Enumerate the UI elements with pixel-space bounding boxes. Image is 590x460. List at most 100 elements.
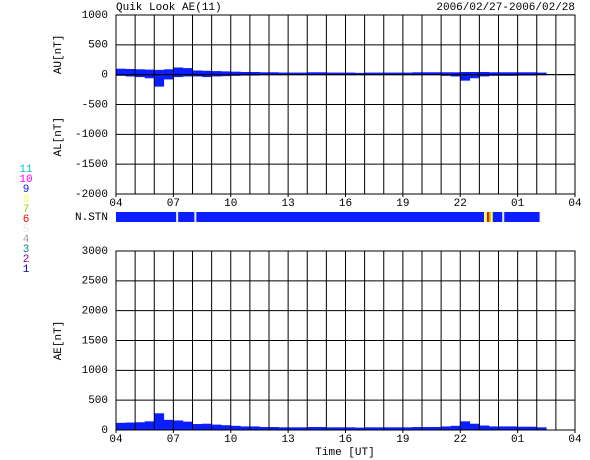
area-bar [517,72,528,75]
area-bar [135,69,145,75]
y-tick-label: 2500 [82,276,108,288]
area-bar [450,74,461,77]
area-bar [211,71,222,75]
legend-entry: 5 [23,224,30,236]
area-bar [297,72,308,75]
area-bar [364,427,375,430]
area-bar [249,71,260,75]
area-bar [144,74,155,79]
area-bar [422,72,432,75]
y-tick-label: 500 [88,395,108,407]
area-bar [335,427,346,430]
legend-entry: 2 [23,254,30,266]
x-tick-label: 10 [224,434,237,446]
area-bar [479,425,490,430]
area-bar [202,74,212,78]
area-bar [402,427,413,430]
area-bar [527,426,538,430]
y-tick-label: -1000 [75,129,108,141]
y-tick-label: 0 [101,425,108,437]
x-tick-label: 04 [568,198,582,210]
legend-entry: 4 [23,234,30,246]
area-bar [173,74,184,78]
area-bar [125,422,136,430]
area-bar [402,72,413,75]
area-bar [488,426,499,430]
legend-entry: 7 [23,204,30,216]
x-tick-label: 10 [224,198,237,210]
area-bar [297,427,308,430]
area-bar [116,422,126,430]
area-bar [163,419,174,430]
area-bar [469,71,480,75]
area-bar [374,72,385,75]
area-bar [154,69,165,75]
area-bar [211,424,222,430]
area-bar [393,72,404,75]
area-bar [441,74,451,76]
x-tick-label: 19 [396,198,409,210]
y-tick-label: 3000 [82,246,108,258]
x-tick-label: 01 [511,434,525,446]
x-tick-label: 16 [339,198,352,210]
area-bar [163,74,174,80]
x-tick-label: 22 [454,434,467,446]
area-bar [412,72,423,75]
area-bar [479,74,490,77]
area-bar [288,72,298,75]
area-bar [422,427,432,430]
legend-entry: 8 [23,194,30,206]
area-bar [269,427,279,430]
area-bar [173,67,184,75]
area-bar [355,72,365,75]
station-segment [487,212,489,222]
x-tick-label: 04 [109,198,123,210]
station-segment [504,212,540,222]
y-tick-label: 0 [101,70,108,82]
area-bar [335,72,346,75]
area-bar [192,424,203,430]
area-bar [460,71,471,75]
area-bar [192,74,203,77]
area-bar [173,420,184,430]
area-bar [508,74,518,76]
x-axis-label: Time [UT] [315,447,374,459]
x-tick-label: 01 [511,198,525,210]
area-bar [230,71,241,75]
area-bar [498,72,509,75]
area-bar [536,427,547,430]
area-bar [221,71,232,75]
area-bar [441,426,451,430]
station-segment [196,212,485,222]
area-bar [316,72,327,75]
area-bar [278,427,289,430]
area-bar [479,71,490,75]
area-bar [469,423,480,430]
area-bar [288,427,298,430]
area-bar [135,422,145,430]
x-tick-label: 04 [109,434,123,446]
area-bar [192,70,203,75]
area-bar [517,426,528,430]
area-bar [450,72,461,75]
area-bar [116,74,126,76]
area-bar [383,72,394,75]
legend-entry: 9 [23,184,30,196]
area-bar [469,74,480,79]
area-bar [431,72,442,75]
timeline-label: N.STN [75,212,108,224]
area-bar [383,427,394,430]
area-bar [488,72,499,75]
area-bar [135,74,145,78]
area-bar [441,72,451,75]
area-bar [460,421,471,430]
area-bar [125,74,136,77]
area-bar [202,70,212,75]
area-bar [345,427,356,430]
legend-entry: 6 [23,214,30,226]
x-tick-label: 13 [282,198,295,210]
y-tick-label: 2000 [82,306,108,318]
x-tick-label: 19 [396,434,409,446]
y-tick-label: -2000 [75,189,108,201]
